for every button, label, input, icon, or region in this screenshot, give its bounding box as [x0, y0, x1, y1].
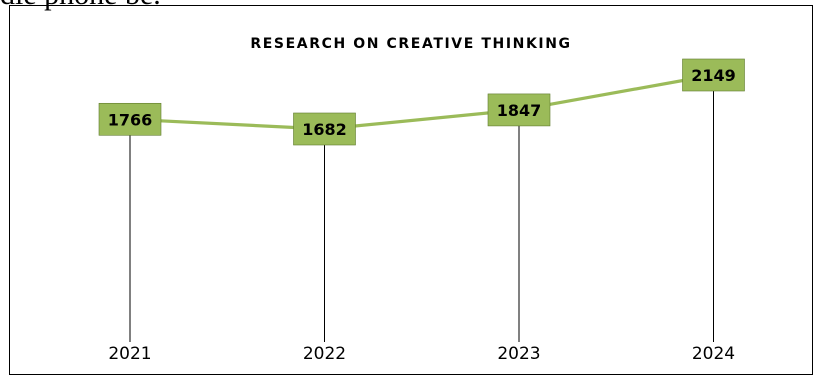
data-label-2021: 1766	[108, 110, 153, 129]
data-label-box-2021	[98, 102, 162, 136]
x-tick-label-2021: 2021	[108, 344, 151, 360]
x-tick-label-2024: 2024	[692, 344, 735, 360]
data-label-box-2023	[487, 93, 551, 127]
x-tick-label-2022: 2022	[303, 344, 346, 360]
data-label-2024: 2149	[691, 66, 736, 85]
series-line	[129, 73, 714, 131]
partial-text-above-chart: die phone be.	[0, 0, 161, 10]
line-chart: 1766 1682 1847 2149 2021 2022 2023 2024	[98, 58, 745, 360]
chart-title: RESEARCH ON CREATIVE THINKING	[250, 36, 572, 52]
data-label-box-2024	[682, 58, 745, 92]
data-label-box-2022	[293, 112, 356, 146]
x-tick-label-2023: 2023	[497, 344, 540, 360]
data-label-2023: 1847	[497, 101, 542, 120]
data-label-2022: 1682	[302, 120, 347, 139]
